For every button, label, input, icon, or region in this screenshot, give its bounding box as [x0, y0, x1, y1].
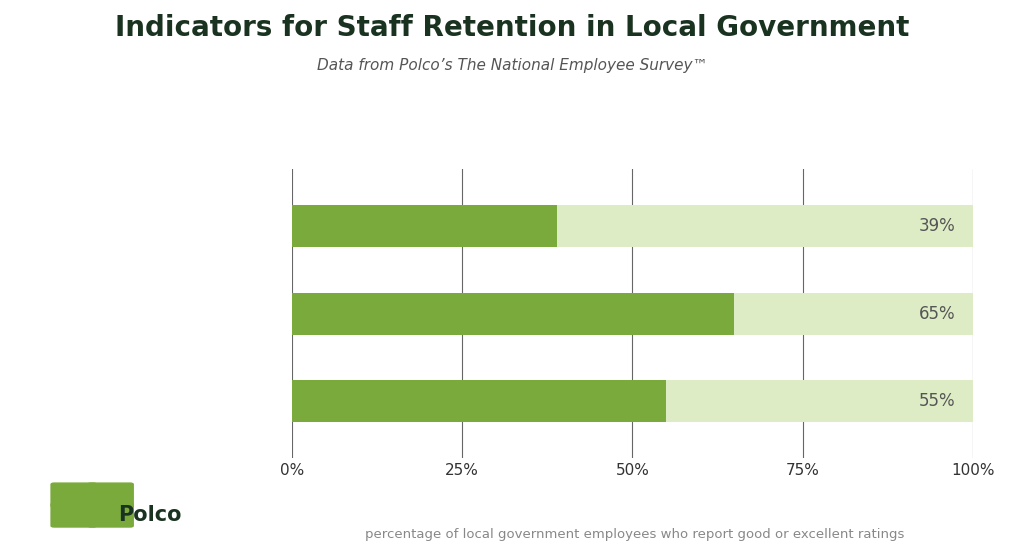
Text: percentage of local government employees who report good or excellent ratings: percentage of local government employees… — [366, 528, 904, 541]
Text: 65%: 65% — [920, 305, 955, 322]
FancyBboxPatch shape — [87, 482, 134, 508]
Bar — [292, 292, 973, 335]
Bar — [292, 205, 557, 247]
FancyBboxPatch shape — [50, 502, 97, 528]
Text: Indicators for Staff Retention in Local Government: Indicators for Staff Retention in Local … — [115, 14, 909, 42]
Text: Data from Polco’s The National Employee Survey™: Data from Polco’s The National Employee … — [316, 58, 708, 73]
Bar — [292, 380, 973, 422]
FancyBboxPatch shape — [87, 502, 134, 528]
Bar — [292, 205, 973, 247]
Text: 55%: 55% — [920, 392, 955, 410]
Bar — [292, 292, 734, 335]
Text: 39%: 39% — [919, 217, 955, 235]
FancyBboxPatch shape — [50, 482, 97, 508]
Text: Polco: Polco — [118, 505, 181, 525]
Bar — [292, 380, 667, 422]
